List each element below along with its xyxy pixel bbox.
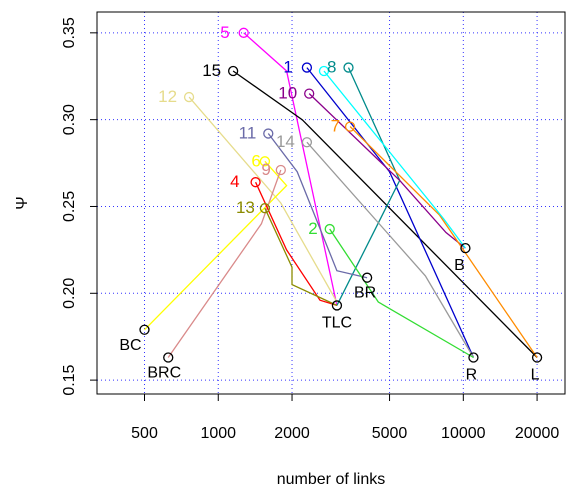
series-label-5: 5 (220, 23, 229, 42)
y-axis: 0.15 0.20 0.25 0.30 0.35 (61, 17, 97, 396)
series-line-6 (144, 160, 288, 331)
series-label-12: 12 (158, 87, 177, 106)
anchor-label-bc: BC (119, 337, 141, 354)
y-axis-title: Ψ (14, 196, 31, 209)
series-point-9 (275, 164, 286, 176)
anchor-label-b: B (454, 257, 465, 274)
x-tick-label: 1000 (200, 425, 236, 442)
x-tick-label: 5000 (372, 425, 408, 442)
x-tick-label: 20000 (515, 425, 560, 442)
series-layer (144, 27, 538, 359)
series-label-14: 14 (276, 132, 295, 151)
series-line-9 (167, 169, 282, 358)
series-label-4: 4 (230, 172, 239, 191)
anchor-label-r: R (466, 367, 478, 384)
series-point-5 (238, 27, 249, 38)
series-point-6 (259, 156, 271, 167)
y-tick-label: 0.35 (61, 17, 78, 48)
series-label-layer: 5 15 1 8 12 10 7 11 14 6 9 4 13 2 (158, 23, 340, 238)
series-line-10 (308, 93, 466, 249)
series-line-7 (349, 126, 538, 358)
x-axis-title: number of links (277, 471, 386, 488)
series-point-8 (343, 62, 354, 73)
plot-frame (96, 11, 566, 395)
y-tick-label: 0.25 (61, 191, 78, 222)
anchor-label-tlc: TLC (322, 314, 352, 331)
anchor-point-bc (139, 324, 150, 335)
x-tick-label: 10000 (441, 425, 486, 442)
anchor-point-brc (163, 352, 174, 363)
series-point-11 (263, 128, 274, 139)
anchor-label-l: L (531, 367, 540, 384)
series-line-14 (306, 141, 475, 358)
anchor-point-r (468, 352, 479, 363)
series-label-1: 1 (283, 58, 292, 77)
anchor-label-br: BR (354, 285, 376, 302)
series-line-3 (323, 70, 466, 249)
y-tick-label: 0.15 (61, 364, 78, 395)
anchor-label-brc: BRC (147, 365, 181, 382)
series-point-3 (318, 65, 330, 77)
x-tick-label: 500 (131, 425, 158, 442)
series-line-4 (255, 181, 338, 307)
series-point-14 (301, 137, 313, 148)
series-point-10 (304, 88, 315, 99)
series-label-13: 13 (236, 198, 255, 217)
series-point-2 (324, 223, 335, 235)
series-label-15: 15 (202, 61, 221, 80)
series-line-15 (232, 70, 538, 358)
y-tick-label: 0.20 (61, 278, 78, 309)
series-line-13 (264, 207, 338, 306)
series-label-10: 10 (278, 84, 297, 103)
series-point-12 (183, 91, 195, 103)
anchor-point-l (531, 352, 543, 363)
y-tick-label: 0.30 (61, 104, 78, 135)
series-label-8: 8 (327, 58, 336, 77)
series-label-6: 6 (251, 151, 260, 170)
series-label-7: 7 (331, 117, 340, 136)
series-label-9: 9 (261, 160, 270, 179)
series-line-11 (267, 133, 368, 279)
series-point-1 (301, 62, 313, 73)
series-label-11: 11 (239, 124, 257, 143)
anchor-point-b (460, 242, 471, 254)
series-point-13 (259, 203, 271, 214)
series-label-2: 2 (308, 219, 317, 238)
series-line-2 (329, 228, 474, 359)
anchor-point-br (361, 272, 373, 283)
anchor-point-tlc (331, 300, 343, 311)
x-tick-label: 2000 (274, 425, 310, 442)
x-axis: 500 1000 2000 5000 10000 20000 (131, 394, 559, 442)
series-line-12 (188, 96, 338, 303)
series-point-4 (250, 177, 261, 188)
series-line-1 (306, 67, 475, 358)
series-point-15 (227, 65, 239, 77)
series-point-7 (344, 121, 356, 132)
